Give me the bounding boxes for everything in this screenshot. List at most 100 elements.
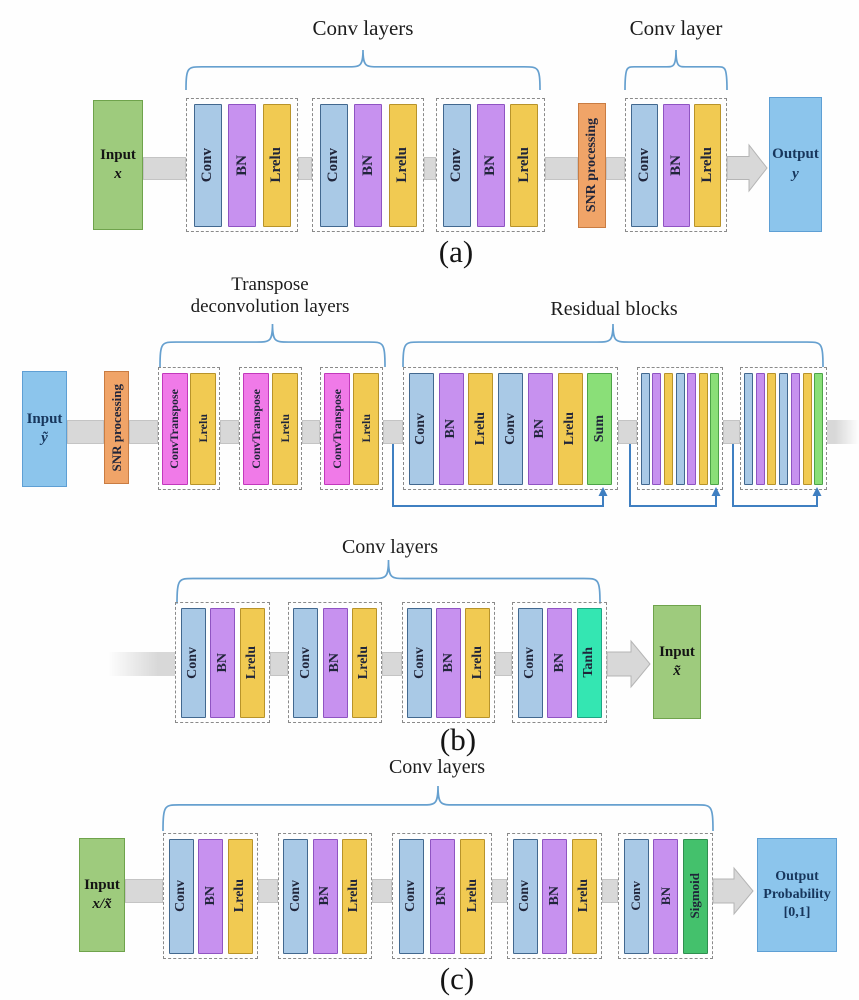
skip-connection bbox=[629, 444, 721, 507]
io-box: Output y bbox=[769, 97, 822, 232]
box-label-line: Input bbox=[26, 410, 63, 427]
box-label-line: Input bbox=[100, 146, 136, 163]
lrelu-bar bbox=[802, 372, 812, 485]
lrelu-bar: Lrelu bbox=[190, 372, 217, 485]
panel-caption-a: (a) bbox=[438, 234, 474, 269]
residual-block-compressed bbox=[740, 367, 827, 490]
brace-label: Conv layers bbox=[388, 756, 486, 778]
layer-group: Conv BN Lrelu Conv BN Lrelu Sum bbox=[403, 367, 618, 490]
box-label-line: Input bbox=[84, 876, 120, 893]
brace-label: Conv layers bbox=[312, 16, 414, 40]
input-box: Input x/x̃ bbox=[79, 838, 125, 952]
box-label-line: x/x̃ bbox=[92, 896, 112, 912]
snr-processing-box: SNR processing bbox=[578, 103, 606, 228]
box-label-line: Input bbox=[659, 643, 695, 660]
brace-curve bbox=[159, 323, 386, 368]
bn-bar bbox=[755, 372, 765, 485]
brace bbox=[402, 323, 824, 368]
skip-connection-line bbox=[732, 444, 818, 507]
bn-bar: BN bbox=[438, 372, 464, 485]
brace bbox=[159, 323, 386, 368]
conv-bar bbox=[640, 372, 650, 485]
conv-bar bbox=[675, 372, 685, 485]
conv-bar: Conv bbox=[293, 607, 319, 718]
flow-connector bbox=[125, 879, 163, 903]
layer-group: Conv BN Lrelu bbox=[392, 833, 492, 959]
skip-connection bbox=[392, 444, 608, 507]
lrelu-bar: Lrelu bbox=[510, 103, 539, 227]
brace-label: Transpose bbox=[231, 274, 309, 295]
flow-connector bbox=[382, 652, 402, 676]
flow-connector bbox=[602, 879, 618, 903]
lrelu-bar: Lrelu bbox=[694, 103, 722, 227]
lrelu-bar: Lrelu bbox=[465, 607, 490, 718]
lrelu-bar: Lrelu bbox=[468, 372, 494, 485]
conv-bar: Conv bbox=[517, 607, 543, 718]
block-arrow bbox=[726, 143, 768, 193]
layer-label: Lrelu bbox=[464, 879, 480, 913]
bn-bar bbox=[652, 372, 662, 485]
panel-caption-c: (c) bbox=[439, 961, 475, 996]
layer-group: Conv BN Lrelu bbox=[175, 602, 270, 723]
box-label-line: x̃ bbox=[673, 663, 681, 679]
conv-bar: Conv bbox=[498, 372, 523, 485]
bn-bar: BN bbox=[228, 103, 256, 227]
layer-label: Lrelu bbox=[346, 879, 362, 913]
convt-bar: ConvTranspose bbox=[243, 372, 269, 485]
layer-group: Conv BN Lrelu bbox=[278, 833, 372, 959]
io-box: Output Probability [0,1] bbox=[757, 838, 837, 952]
block-arrow-shape bbox=[606, 639, 651, 689]
flow-connector bbox=[302, 420, 320, 444]
brace-curve bbox=[176, 559, 601, 605]
conv-bar: Conv bbox=[168, 838, 194, 954]
layer-group: ConvTranspose Lrelu bbox=[158, 367, 220, 490]
layer-group: Conv BN Lrelu bbox=[436, 98, 545, 232]
box-label-line: y bbox=[792, 165, 799, 182]
conv-bar: Conv bbox=[398, 838, 424, 954]
layer-group: ConvTranspose Lrelu bbox=[239, 367, 302, 490]
flow-connector bbox=[383, 420, 403, 444]
brace-curve bbox=[624, 49, 728, 91]
lrelu-bar: Lrelu bbox=[239, 607, 265, 718]
brace-curve bbox=[185, 49, 541, 91]
conv-bar: Conv bbox=[512, 838, 538, 954]
bn-bar: BN bbox=[198, 838, 223, 954]
sigmoid-bar: Sigmoid bbox=[682, 838, 708, 954]
sum-bar: Sum bbox=[587, 372, 613, 485]
bn-bar: BN bbox=[429, 838, 455, 954]
convt-bar: ConvTranspose bbox=[161, 372, 188, 485]
conv-bar bbox=[779, 372, 788, 485]
panel-caption-b: (b) bbox=[439, 722, 477, 757]
flow-connector bbox=[372, 879, 392, 903]
input-box: Input x̃ bbox=[653, 605, 701, 719]
box-label-line: [0,1] bbox=[783, 905, 811, 921]
brace-label: Conv layers bbox=[341, 536, 439, 558]
flow-connector bbox=[545, 157, 578, 180]
tanh-bar: Tanh bbox=[576, 607, 602, 718]
layer-group: Conv BN Sigmoid bbox=[618, 833, 713, 959]
input-box: Input x bbox=[93, 100, 143, 230]
layer-group: Conv BN Lrelu bbox=[312, 98, 424, 232]
flow-connector bbox=[495, 652, 512, 676]
conv-bar: Conv bbox=[408, 372, 434, 485]
lrelu-bar bbox=[663, 372, 673, 485]
flow-connector bbox=[67, 420, 104, 444]
bn-bar: BN bbox=[312, 838, 338, 954]
flow-connector bbox=[108, 652, 175, 676]
brace-label: Conv layer bbox=[629, 16, 723, 40]
convt-bar: ConvTranspose bbox=[324, 372, 350, 485]
bn-bar: BN bbox=[653, 838, 678, 954]
flow-connector bbox=[129, 420, 158, 444]
brace-curve bbox=[162, 785, 714, 832]
layer-group: Conv BN Lrelu bbox=[402, 602, 495, 723]
flow-connector bbox=[143, 157, 186, 180]
layer-label: Conv bbox=[173, 880, 188, 912]
lrelu-bar: Lrelu bbox=[351, 607, 377, 718]
brace bbox=[176, 559, 601, 605]
flow-connector bbox=[492, 879, 507, 903]
flow-connector bbox=[606, 157, 625, 180]
layer-group: Conv BN Lrelu bbox=[625, 98, 727, 232]
